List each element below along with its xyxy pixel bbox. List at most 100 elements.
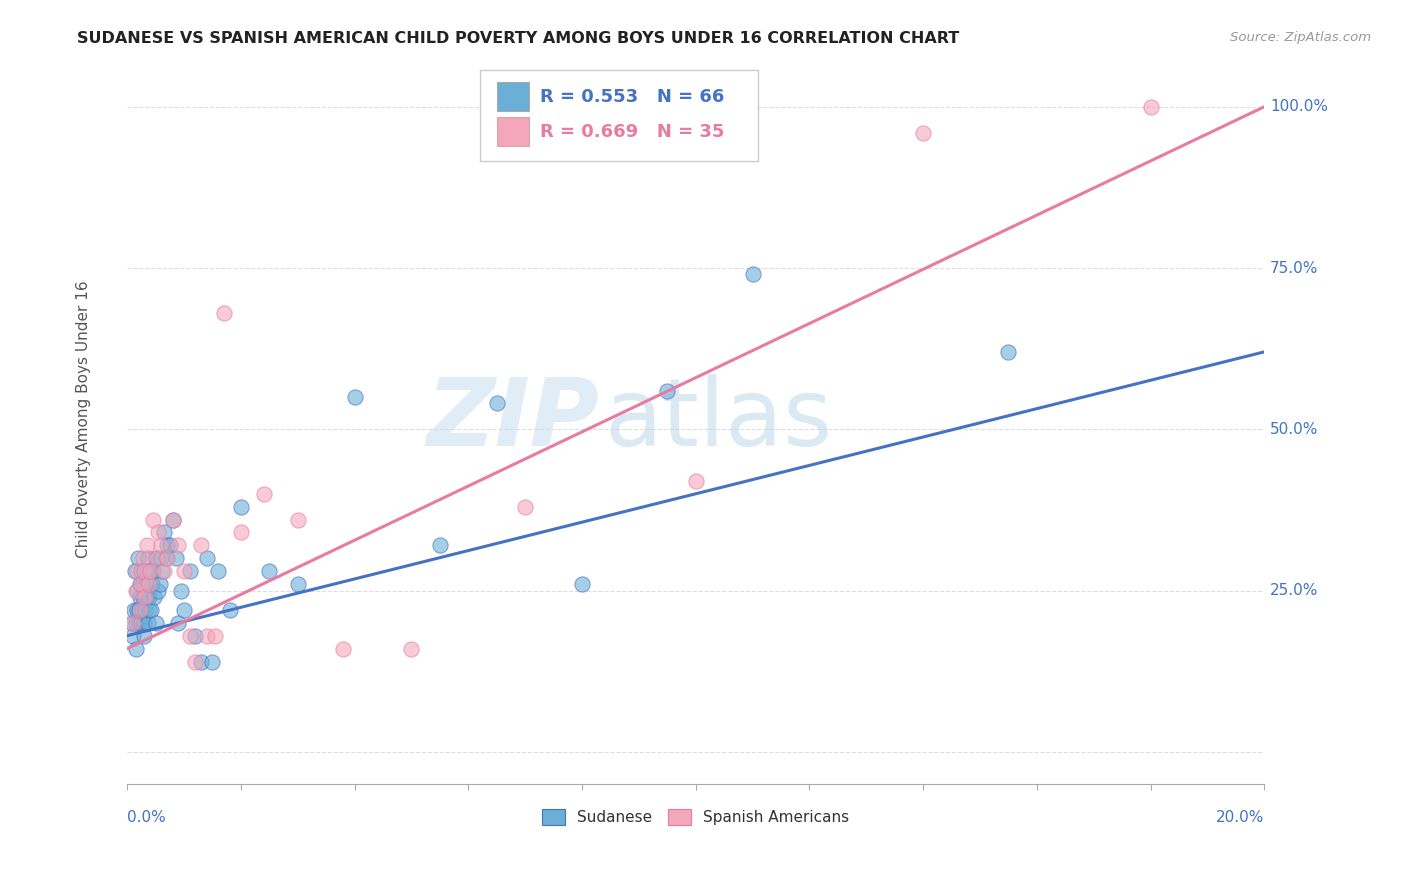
Point — [259, 564, 281, 578]
Point — [201, 655, 224, 669]
Point — [159, 538, 181, 552]
Point — [1139, 100, 1161, 114]
Point — [134, 564, 156, 578]
Point — [139, 564, 162, 578]
Point — [145, 551, 167, 566]
Point — [134, 564, 156, 578]
Legend: Sudanese, Spanish Americans: Sudanese, Spanish Americans — [536, 803, 855, 831]
Point — [121, 629, 143, 643]
Point — [128, 603, 150, 617]
Point — [657, 384, 679, 398]
Point — [190, 655, 212, 669]
Text: SUDANESE VS SPANISH AMERICAN CHILD POVERTY AMONG BOYS UNDER 16 CORRELATION CHART: SUDANESE VS SPANISH AMERICAN CHILD POVER… — [77, 31, 959, 46]
Point — [131, 603, 153, 617]
Point — [125, 603, 148, 617]
Point — [229, 525, 252, 540]
Point — [128, 590, 150, 604]
Point — [155, 551, 177, 566]
Point — [124, 564, 146, 578]
Text: Child Poverty Among Boys Under 16: Child Poverty Among Boys Under 16 — [76, 281, 91, 558]
Point — [131, 590, 153, 604]
Text: atlas: atlas — [605, 374, 832, 466]
Point — [148, 583, 170, 598]
Point — [122, 603, 145, 617]
Point — [134, 603, 156, 617]
Point — [131, 564, 153, 578]
Point — [139, 564, 162, 578]
Point — [184, 629, 207, 643]
Point — [136, 551, 159, 566]
Point — [142, 564, 165, 578]
Point — [138, 603, 160, 617]
Point — [571, 577, 593, 591]
Point — [148, 525, 170, 540]
Point — [204, 629, 226, 643]
Point — [150, 538, 173, 552]
Point — [145, 615, 167, 630]
Point — [132, 551, 155, 566]
FancyBboxPatch shape — [479, 70, 758, 161]
Point — [125, 641, 148, 656]
Point — [145, 551, 167, 566]
Point — [127, 583, 149, 598]
Point — [153, 525, 176, 540]
Point — [184, 655, 207, 669]
Point — [165, 551, 187, 566]
Point — [142, 512, 165, 526]
Point — [162, 512, 184, 526]
Text: 100.0%: 100.0% — [1270, 99, 1329, 114]
Point — [150, 551, 173, 566]
Text: 20.0%: 20.0% — [1216, 810, 1264, 825]
Point — [153, 564, 176, 578]
Point — [401, 641, 423, 656]
Point — [129, 577, 152, 591]
Point — [135, 577, 157, 591]
Point — [912, 126, 935, 140]
Point — [287, 577, 309, 591]
Point — [287, 512, 309, 526]
Point — [136, 564, 159, 578]
Point — [125, 583, 148, 598]
Point — [139, 603, 162, 617]
Point — [515, 500, 537, 514]
Point — [134, 590, 156, 604]
Point — [485, 396, 508, 410]
Text: R = 0.553   N = 66: R = 0.553 N = 66 — [540, 87, 724, 105]
Point — [121, 615, 143, 630]
Point — [143, 590, 166, 604]
Text: R = 0.669   N = 35: R = 0.669 N = 35 — [540, 123, 724, 141]
Point — [173, 603, 195, 617]
Point — [229, 500, 252, 514]
Point — [195, 629, 218, 643]
Point — [127, 551, 149, 566]
Point — [121, 615, 143, 630]
Point — [129, 615, 152, 630]
Point — [332, 641, 354, 656]
Point — [162, 512, 184, 526]
Point — [128, 603, 150, 617]
Point — [132, 615, 155, 630]
Point — [218, 603, 240, 617]
Point — [136, 538, 159, 552]
Point — [132, 577, 155, 591]
Point — [138, 577, 160, 591]
Point — [429, 538, 451, 552]
Text: 25.0%: 25.0% — [1270, 583, 1319, 598]
Point — [131, 577, 153, 591]
Point — [127, 564, 149, 578]
Point — [134, 629, 156, 643]
FancyBboxPatch shape — [496, 117, 529, 146]
Point — [149, 577, 172, 591]
Point — [195, 551, 218, 566]
Point — [125, 615, 148, 630]
Point — [253, 487, 276, 501]
Text: ZIP: ZIP — [426, 374, 599, 466]
Point — [135, 590, 157, 604]
Point — [343, 390, 366, 404]
Point — [685, 474, 707, 488]
FancyBboxPatch shape — [496, 82, 529, 112]
Point — [207, 564, 229, 578]
Point — [173, 564, 195, 578]
Point — [156, 538, 179, 552]
Point — [141, 577, 163, 591]
